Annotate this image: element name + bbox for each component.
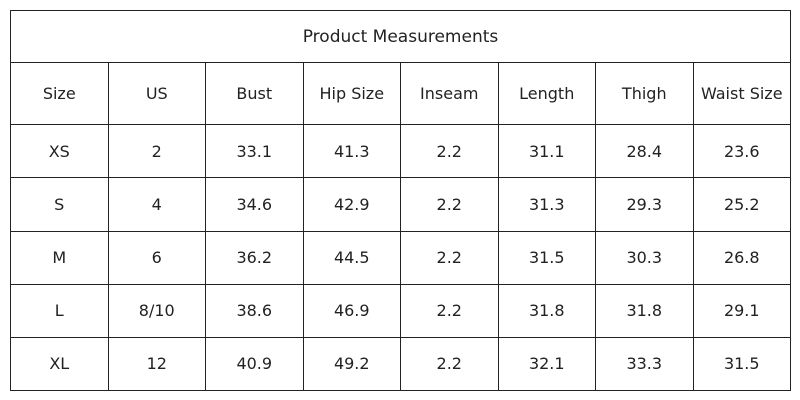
cell: XS <box>10 124 109 179</box>
cell: 30.3 <box>595 230 694 285</box>
cell: 31.3 <box>497 177 596 232</box>
header-cell: Size <box>10 62 109 126</box>
header-row: Size US Bust Hip Size Inseam Length Thigh Waist… <box>10 62 791 126</box>
data-row: XS 2 33.1 41.3 2.2 31.1 28.4 23.6 <box>10 124 791 179</box>
table-body: Product Measurements Size US Bust Hip Size I… <box>10 9 791 392</box>
header-cell: Waist Size <box>692 62 791 126</box>
header-cell: Hip Size <box>302 62 401 126</box>
data-row: L 8/10 38.6 46.9 2.2 31.8 31.8 29.1 <box>10 283 791 338</box>
cell: 8/10 <box>107 283 206 338</box>
cell: 42.9 <box>302 177 401 232</box>
cell: 41.3 <box>302 124 401 179</box>
header-cell: Thigh <box>595 62 694 126</box>
table-title: Product Measurements <box>10 9 791 64</box>
cell: 23.6 <box>692 124 791 179</box>
cell: 31.8 <box>497 283 596 338</box>
cell: 38.6 <box>205 283 304 338</box>
cell: S <box>10 177 109 232</box>
cell: 32.1 <box>497 336 596 392</box>
cell: 2.2 <box>400 124 499 179</box>
cell: 4 <box>107 177 206 232</box>
cell: 33.1 <box>205 124 304 179</box>
cell: 31.8 <box>595 283 694 338</box>
cell: 44.5 <box>302 230 401 285</box>
cell: XL <box>10 336 109 392</box>
cell: 28.4 <box>595 124 694 179</box>
cell: M <box>10 230 109 285</box>
cell: 40.9 <box>205 336 304 392</box>
cell: 29.1 <box>692 283 791 338</box>
cell: 2.2 <box>400 230 499 285</box>
cell: 31.5 <box>692 336 791 392</box>
cell: 6 <box>107 230 206 285</box>
measurements-table: Product Measurements Size US Bust Hip Size I… <box>10 9 791 392</box>
cell: 25.2 <box>692 177 791 232</box>
cell: 29.3 <box>595 177 694 232</box>
cell: 49.2 <box>302 336 401 392</box>
cell: 2.2 <box>400 283 499 338</box>
data-row: S 4 34.6 42.9 2.2 31.3 29.3 25.2 <box>10 177 791 232</box>
data-row: XL 12 40.9 49.2 2.2 32.1 33.3 31.5 <box>10 336 791 392</box>
cell: 2.2 <box>400 177 499 232</box>
cell: 36.2 <box>205 230 304 285</box>
data-row: M 6 36.2 44.5 2.2 31.5 30.3 26.8 <box>10 230 791 285</box>
cell: 34.6 <box>205 177 304 232</box>
cell: L <box>10 283 109 338</box>
title-row: Product Measurements <box>10 9 791 64</box>
cell: 46.9 <box>302 283 401 338</box>
cell: 2.2 <box>400 336 499 392</box>
header-cell: Length <box>497 62 596 126</box>
cell: 33.3 <box>595 336 694 392</box>
header-cell: Inseam <box>400 62 499 126</box>
header-cell: US <box>107 62 206 126</box>
header-cell: Bust <box>205 62 304 126</box>
cell: 2 <box>107 124 206 179</box>
cell: 31.5 <box>497 230 596 285</box>
cell: 31.1 <box>497 124 596 179</box>
cell: 26.8 <box>692 230 791 285</box>
cell: 12 <box>107 336 206 392</box>
